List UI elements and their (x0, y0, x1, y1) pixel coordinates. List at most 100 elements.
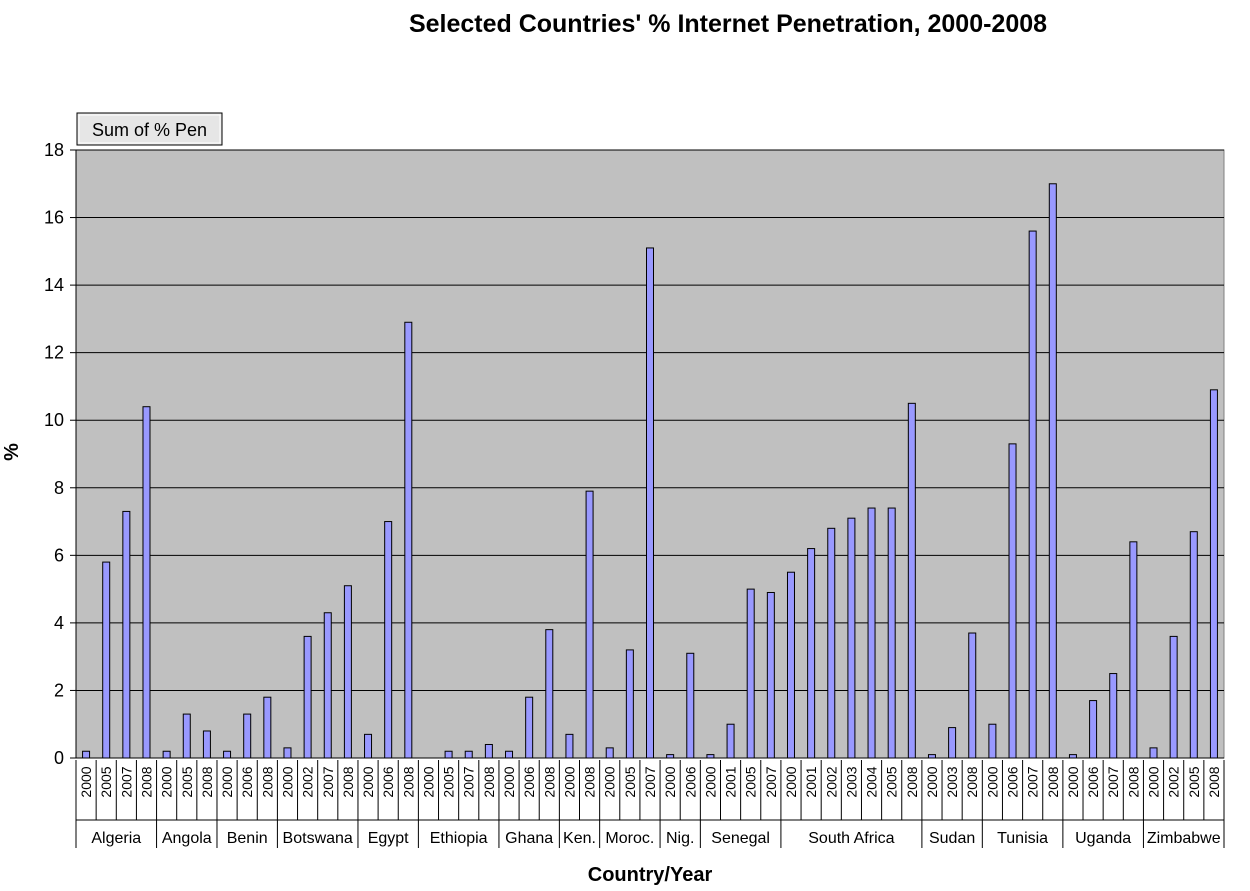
bar (605, 747, 614, 759)
year-label: 2006 (682, 766, 698, 797)
year-label: 2005 (179, 766, 195, 797)
bar (1109, 673, 1118, 759)
field-button-label: Sum of % Pen (92, 120, 207, 140)
year-label: 2000 (279, 766, 295, 797)
bar (484, 743, 493, 759)
bar (807, 548, 816, 759)
bar (927, 754, 936, 759)
y-axis: 0 2 4 6 8 10 12 14 16 18 (44, 140, 77, 768)
bar (1189, 531, 1198, 759)
bar (706, 754, 715, 759)
y-tick-label: 0 (54, 748, 64, 768)
year-label: 2008 (964, 766, 980, 797)
bar (766, 591, 775, 759)
year-label: 2008 (1206, 766, 1222, 797)
year-label: 2008 (1125, 766, 1141, 797)
year-label: 2007 (1025, 766, 1041, 797)
year-label: 2003 (944, 766, 960, 797)
year-label: 2006 (380, 766, 396, 797)
bar (1149, 747, 1158, 759)
year-label: 2008 (199, 766, 215, 797)
country-label: Nig. (666, 830, 694, 847)
year-label: 2006 (1005, 766, 1021, 797)
country-label: Angola (162, 830, 212, 847)
country-label: Zimbabwe (1147, 830, 1221, 847)
bar (464, 750, 473, 759)
bar (202, 730, 211, 759)
year-label: 2000 (783, 766, 799, 797)
bar (988, 723, 997, 759)
bar (525, 696, 534, 759)
bar (887, 507, 896, 759)
year-label: 2000 (561, 766, 577, 797)
year-label: 2007 (763, 766, 779, 797)
bar (263, 696, 272, 759)
y-tick-label: 12 (44, 343, 64, 363)
year-label: 2000 (420, 766, 436, 797)
x-axis-title: Country/Year (588, 864, 713, 886)
field-button[interactable]: Sum of % Pen (76, 112, 223, 146)
y-tick-label: 2 (54, 680, 64, 700)
year-label: 2000 (1065, 766, 1081, 797)
year-label: 2007 (461, 766, 477, 797)
year-label: 2008 (138, 766, 154, 797)
year-label: 2000 (662, 766, 678, 797)
y-tick-label: 18 (44, 140, 64, 160)
year-label: 2000 (219, 766, 235, 797)
bar (907, 402, 916, 759)
bar (444, 750, 453, 759)
y-tick-label: 6 (54, 545, 64, 565)
year-label: 2007 (1105, 766, 1121, 797)
country-label: Moroc. (605, 830, 654, 847)
country-label: Senegal (711, 830, 770, 847)
bar (666, 754, 675, 759)
bar (1028, 230, 1037, 759)
bar (786, 571, 795, 759)
year-label: 2005 (743, 766, 759, 797)
y-tick-label: 14 (44, 275, 64, 295)
year-label: 2004 (864, 766, 880, 797)
bar (847, 517, 856, 759)
year-label: 2006 (239, 766, 255, 797)
year-label: 2007 (118, 766, 134, 797)
bar (625, 649, 634, 759)
year-label: 2005 (884, 766, 900, 797)
year-label: 2006 (1085, 766, 1101, 797)
bar (243, 713, 252, 759)
y-tick-label: 4 (54, 613, 64, 633)
bar (948, 727, 957, 759)
bar (505, 750, 514, 759)
year-label: 2005 (622, 766, 638, 797)
bar (223, 750, 232, 759)
bar (364, 733, 373, 759)
year-label: 2008 (481, 766, 497, 797)
country-label: South Africa (808, 830, 894, 847)
year-label: 2000 (501, 766, 517, 797)
bar (384, 521, 393, 759)
bar (283, 747, 292, 759)
country-label: Ghana (505, 830, 553, 847)
country-label: Tunisia (997, 830, 1048, 847)
bar (343, 585, 352, 759)
bar (585, 490, 594, 759)
y-tick-label: 8 (54, 478, 64, 498)
year-label: 2005 (441, 766, 457, 797)
year-label: 2005 (1186, 766, 1202, 797)
year-label: 2003 (843, 766, 859, 797)
bar (102, 561, 111, 759)
y-tick-label: 10 (44, 410, 64, 430)
bar (404, 321, 413, 759)
year-label: 2007 (320, 766, 336, 797)
year-label: 2008 (400, 766, 416, 797)
country-label: Botswana (283, 830, 353, 847)
bar (142, 406, 151, 759)
year-label: 2005 (98, 766, 114, 797)
year-label: 2008 (541, 766, 557, 797)
bar (565, 733, 574, 759)
bar (122, 510, 131, 759)
year-label: 2001 (803, 766, 819, 797)
country-label: Sudan (929, 830, 975, 847)
bar (646, 247, 654, 759)
